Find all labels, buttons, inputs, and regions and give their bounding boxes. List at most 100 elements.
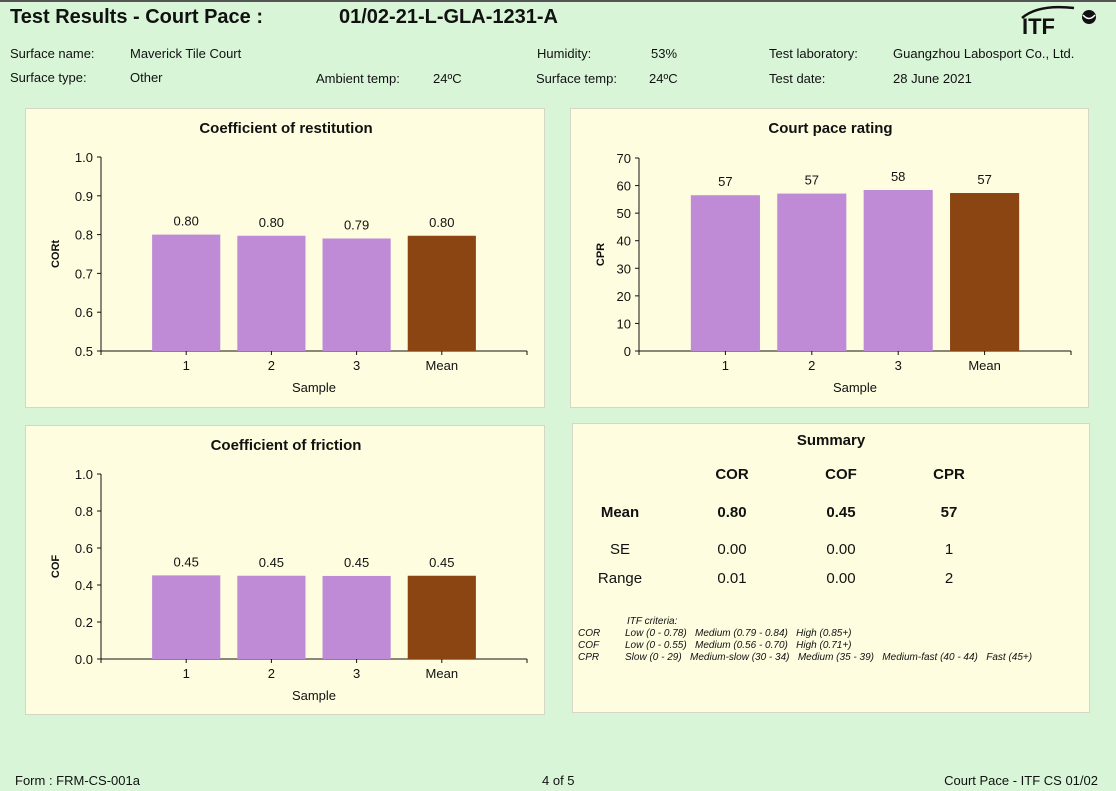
y-tick-label: 0.7 — [75, 266, 93, 281]
summary-panel: Summary COR COF CPR Mean 0.80 0.45 57 SE… — [572, 423, 1090, 713]
bar-sample-3 — [863, 189, 933, 351]
cof-chart-panel: Coefficient of friction 0.0 0.2 0.4 0.6 0.8 1.… — [25, 425, 545, 715]
x-tick-label: 2 — [808, 358, 815, 373]
surface-type-label: Surface type: — [10, 70, 87, 85]
summary-mean-cpr: 57 — [940, 504, 958, 521]
x-tick-label: Mean — [426, 666, 459, 681]
summary-col-cpr: CPR — [933, 466, 965, 483]
chart-title: Coefficient of friction — [211, 437, 362, 454]
x-axis-label: Sample — [292, 380, 336, 395]
y-tick-label: 50 — [617, 206, 631, 221]
tennis-ball-icon — [1082, 10, 1096, 24]
criteria-title: ITF criteria: — [627, 616, 678, 627]
criteria-cor-text: Low (0 - 0.78) Medium (0.79 - 0.84) High… — [625, 628, 852, 639]
tennis-ball-seam — [1082, 14, 1096, 20]
bar-mean — [407, 575, 476, 659]
data-label: 0.79 — [344, 217, 369, 232]
bar-sample-3 — [322, 575, 391, 659]
y-tick-label: 1.0 — [75, 467, 93, 482]
y-tick-label: 0.6 — [75, 541, 93, 556]
x-tick-label: 3 — [353, 358, 360, 373]
y-tick-label: 0.8 — [75, 228, 93, 243]
y-tick-label: 30 — [617, 261, 631, 276]
summary-se-cpr: 1 — [944, 541, 954, 558]
y-tick-label: 20 — [617, 289, 631, 304]
chart-title: Court pace rating — [768, 120, 892, 137]
y-axis-label: CPR — [595, 243, 607, 266]
test-reference: 01/02-21-L-GLA-1231-A — [339, 6, 558, 28]
surface-name-label: Surface name: — [10, 46, 95, 61]
summary-row-label-range: Range — [597, 570, 643, 587]
y-tick-label: 0.2 — [75, 615, 93, 630]
y-tick-label: 60 — [617, 179, 631, 194]
summary-row-label-mean: Mean — [600, 504, 640, 521]
x-tick-label: Mean — [426, 358, 459, 373]
summary-row-label-se: SE — [609, 541, 630, 558]
data-label: 57 — [718, 174, 732, 189]
summary-mean-cor: 0.80 — [717, 504, 747, 521]
y-tick-label: 70 — [617, 151, 631, 166]
surface-type-value: Other — [130, 70, 163, 85]
chart-title: Coefficient of restitution — [199, 120, 372, 137]
y-tick-label: 0.9 — [75, 189, 93, 204]
x-tick-label: Mean — [968, 358, 1001, 373]
bar-sample-1 — [152, 234, 221, 351]
test-lab-label: Test laboratory: — [769, 46, 858, 61]
bar-sample-1 — [690, 195, 760, 351]
x-tick-label: 3 — [895, 358, 902, 373]
data-label: 0.80 — [259, 215, 284, 230]
cpr-chart-panel: Court pace rating 0 10 20 30 40 50 60 70 CPR 57 1 57… — [570, 108, 1089, 408]
ambient-temp-value: 24ºC — [433, 71, 462, 86]
data-label: 0.45 — [174, 554, 199, 569]
y-tick-label: 0.5 — [75, 344, 93, 359]
data-label: 58 — [891, 169, 905, 184]
bar-mean — [950, 193, 1020, 351]
y-tick-label: 0 — [624, 344, 631, 359]
bar-sample-2 — [237, 575, 306, 659]
y-tick-label: 0.8 — [75, 504, 93, 519]
y-tick-label: 0.6 — [75, 305, 93, 320]
x-tick-label: 1 — [722, 358, 729, 373]
summary-se-cor: 0.00 — [717, 541, 747, 558]
humidity-label: Humidity: — [537, 46, 592, 61]
cor-chart-panel: Coefficient of restitution 0.5 0.6 0.7 0.8 0.… — [25, 108, 545, 408]
data-label: 0.45 — [259, 555, 284, 570]
criteria-cor-label: COR — [578, 628, 601, 639]
y-axis-label: CORt — [50, 240, 62, 268]
y-tick-label: 0.0 — [75, 652, 93, 667]
footer-page-number: 4 of 5 — [542, 773, 575, 788]
summary-col-cof: COF — [825, 466, 857, 483]
criteria-cof-text: Low (0 - 0.55) Medium (0.56 - 0.70) High… — [625, 640, 852, 651]
surface-temp-label: Surface temp: — [536, 71, 617, 86]
criteria-cpr-text: Slow (0 - 29) Medium-slow (30 - 34) Medi… — [625, 652, 1033, 663]
x-tick-label: 2 — [268, 358, 275, 373]
x-tick-label: 2 — [268, 666, 275, 681]
summary-col-cor: COR — [715, 466, 749, 483]
criteria-cof-label: COF — [578, 640, 600, 651]
bar-mean — [407, 235, 476, 351]
y-tick-label: 1.0 — [75, 150, 93, 165]
x-tick-label: 3 — [353, 666, 360, 681]
y-axis-label: COF — [50, 555, 62, 579]
data-label: 57 — [805, 173, 819, 188]
data-label: 0.45 — [429, 555, 454, 570]
data-label: 57 — [977, 172, 991, 187]
data-label: 0.45 — [344, 555, 369, 570]
x-axis-label: Sample — [292, 688, 336, 703]
bar-sample-3 — [322, 238, 391, 351]
summary-se-cof: 0.00 — [826, 541, 856, 558]
footer-form: Form : FRM-CS-001a — [15, 773, 140, 788]
data-label: 0.80 — [429, 215, 454, 230]
surface-name-value: Maverick Tile Court — [130, 46, 242, 61]
x-tick-label: 1 — [183, 358, 190, 373]
data-label: 0.80 — [174, 214, 199, 229]
criteria-cpr-label: CPR — [578, 652, 600, 663]
cpr-chart: Court pace rating 0 10 20 30 40 50 60 70 CPR 57 1 57… — [595, 120, 1072, 395]
bar-sample-1 — [152, 575, 221, 659]
test-date-value: 28 June 2021 — [893, 71, 972, 86]
page-title: Test Results - Court Pace : — [10, 6, 264, 28]
summary-range-cor: 0.01 — [717, 570, 747, 587]
bar-sample-2 — [237, 235, 306, 351]
logo-swoosh — [1021, 5, 1075, 19]
cof-chart: Coefficient of friction 0.0 0.2 0.4 0.6 0.8 1.… — [50, 437, 528, 703]
